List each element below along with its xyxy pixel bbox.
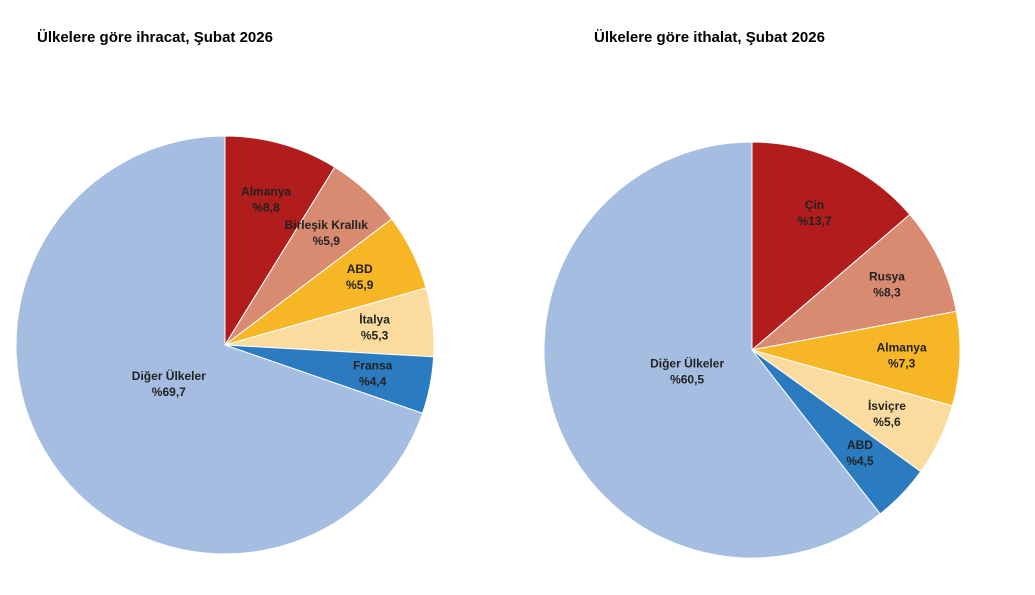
slice-label: ABD <box>847 438 873 452</box>
slice-label: Diğer Ülkeler <box>650 356 724 371</box>
value-label: %13,7 <box>798 214 832 228</box>
value-label: %5,3 <box>361 329 389 343</box>
slice-label: Fransa <box>353 358 393 372</box>
value-label: %5,9 <box>313 234 341 248</box>
slice-label: Almanya <box>241 184 291 198</box>
value-label: %4,5 <box>846 454 874 468</box>
chart-title: Ülkelere göre ithalat, Şubat 2026 <box>594 29 825 46</box>
value-label: %60,5 <box>670 373 704 387</box>
value-label: %5,6 <box>873 415 901 429</box>
slice-label: Diğer Ülkeler <box>132 368 206 383</box>
slice-label: Birleşik Krallık <box>285 218 369 232</box>
slice-label: ABD <box>347 262 373 276</box>
slice-label: Rusya <box>869 269 905 283</box>
pie-slice <box>224 135 336 347</box>
chart-title: Ülkelere göre ihracat, Şubat 2026 <box>37 29 273 46</box>
slice-label: Çin <box>805 198 824 212</box>
value-label: %4,4 <box>359 374 387 388</box>
value-label: %5,9 <box>346 278 374 292</box>
value-label: %7,3 <box>888 357 916 371</box>
slice-label: Almanya <box>877 341 927 355</box>
pie-slice <box>750 213 957 351</box>
value-label: %8,3 <box>873 285 901 299</box>
value-label: %69,7 <box>152 385 186 399</box>
pie-slice <box>15 135 424 555</box>
slice-label: İsviçre <box>868 398 906 413</box>
pie-slice <box>751 141 911 352</box>
pie-slice <box>543 141 881 559</box>
slice-label: İtalya <box>359 312 390 327</box>
value-label: %8,8 <box>252 200 280 214</box>
